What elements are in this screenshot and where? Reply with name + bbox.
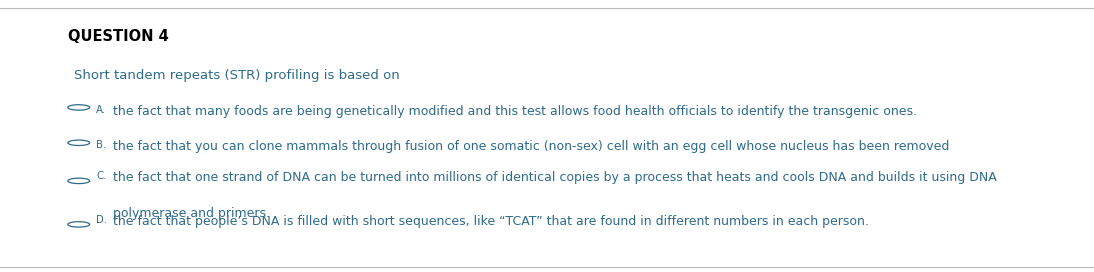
Text: the fact that one strand of DNA can be turned into millions of identical copies : the fact that one strand of DNA can be t… bbox=[113, 171, 997, 184]
Text: C.: C. bbox=[96, 171, 106, 181]
Text: Short tandem repeats (STR) profiling is based on: Short tandem repeats (STR) profiling is … bbox=[74, 69, 400, 82]
Text: the fact that people’s DNA is filled with short sequences, like “TCAT” that are : the fact that people’s DNA is filled wit… bbox=[113, 215, 869, 228]
Text: D.: D. bbox=[96, 215, 107, 225]
Text: the fact that you can clone mammals through fusion of one somatic (non-sex) cell: the fact that you can clone mammals thro… bbox=[113, 140, 950, 153]
Text: A.: A. bbox=[96, 105, 106, 115]
Text: the fact that many foods are being genetically modified and this test allows foo: the fact that many foods are being genet… bbox=[113, 105, 917, 118]
Text: B.: B. bbox=[96, 140, 106, 150]
Text: QUESTION 4: QUESTION 4 bbox=[68, 29, 168, 44]
Text: polymerase and primers.: polymerase and primers. bbox=[113, 207, 270, 220]
